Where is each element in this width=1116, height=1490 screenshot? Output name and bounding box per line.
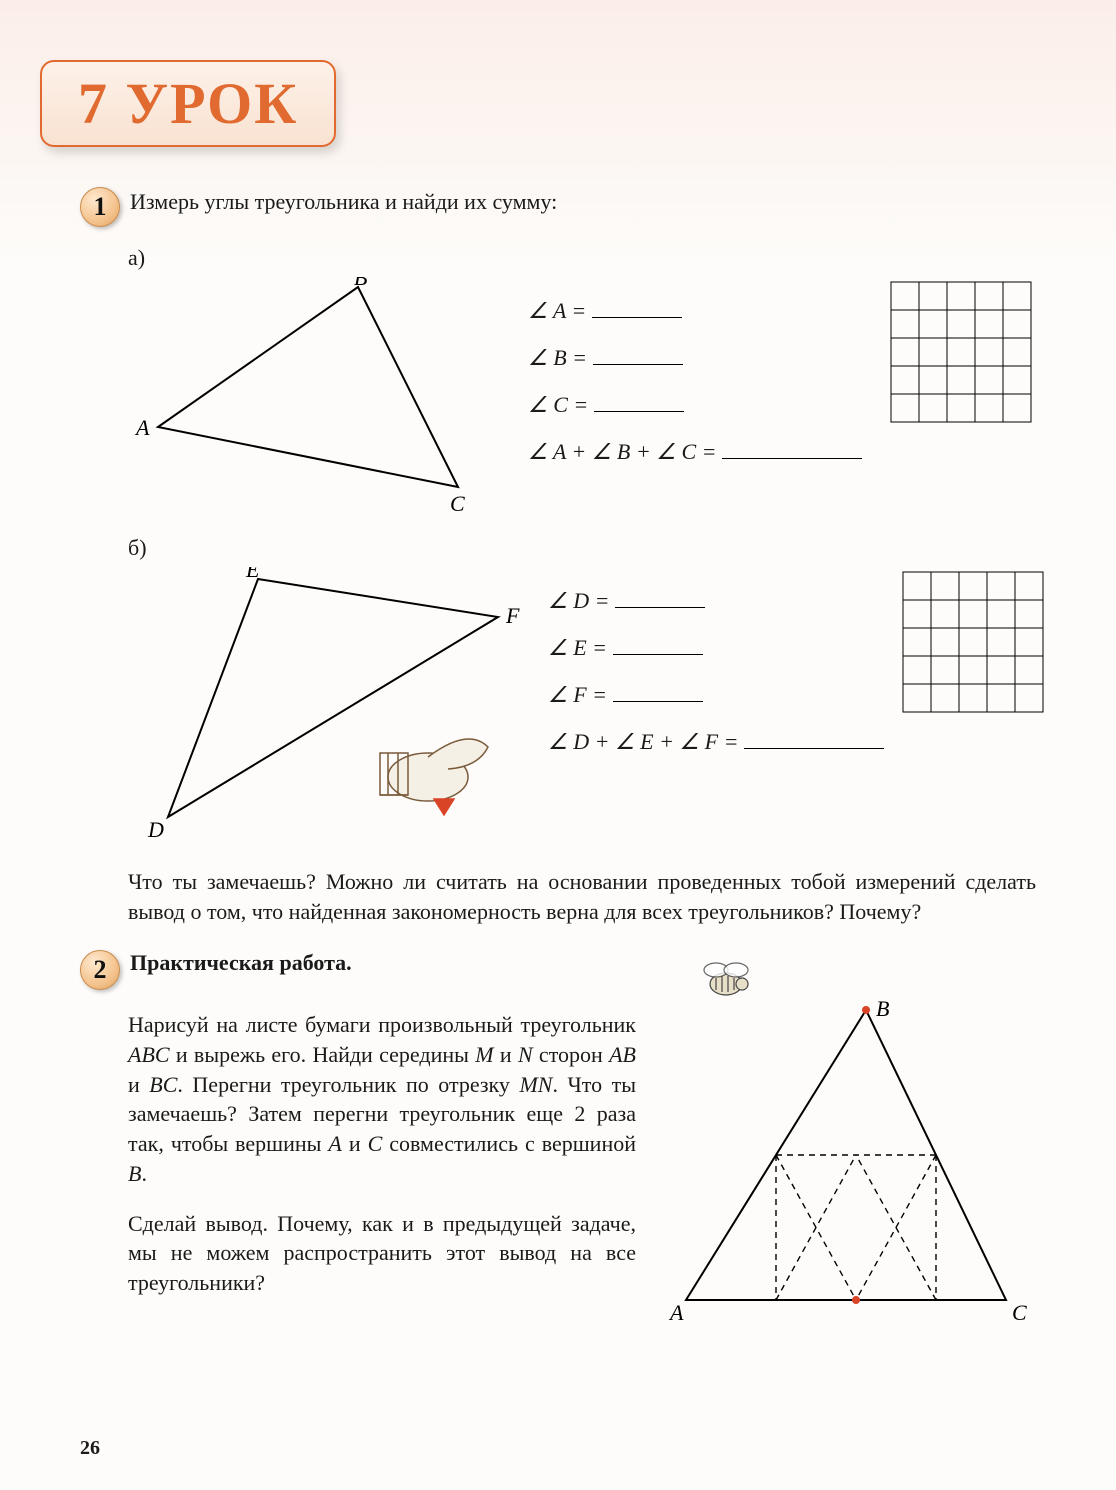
task-2-title: Практическая работа. xyxy=(130,950,352,976)
t2-p1b: и вырежь его. Найди середины xyxy=(170,1042,476,1067)
vertex-E: E xyxy=(245,567,260,582)
angle-A-label: ∠ A = xyxy=(528,298,586,323)
t2-m: M xyxy=(475,1042,493,1067)
task-1a-label: а) xyxy=(128,245,1036,271)
t2-mn: MN xyxy=(519,1072,552,1097)
angle-F-blank[interactable] xyxy=(613,679,703,702)
t2-abc: ABC xyxy=(128,1042,170,1067)
t2-and1: и xyxy=(494,1042,518,1067)
vertex-F: F xyxy=(505,603,520,628)
task-2-p2: Сделай вывод. Почему, как и в предыдущей… xyxy=(128,1209,636,1298)
task-2-p1: Нарисуй на листе бумаги произвольный тре… xyxy=(128,1010,636,1188)
triangle-def: D E F xyxy=(128,567,528,847)
t2-and2: и xyxy=(128,1072,149,1097)
task-1a-block: A B C ∠ A = ∠ B = ∠ C = ∠ A + ∠ B + ∠ C … xyxy=(128,277,1036,517)
task-2-badge: 2 xyxy=(80,950,120,990)
vertex-C: C xyxy=(450,491,465,516)
angle-C-blank[interactable] xyxy=(594,389,684,412)
t2-ab: AB xyxy=(609,1042,636,1067)
page-number: 26 xyxy=(80,1437,100,1460)
triangle-fold-diagram: A B C xyxy=(666,1000,1036,1330)
t2-p1g: . xyxy=(141,1161,147,1186)
angle-B-label: ∠ B = xyxy=(528,345,587,370)
task-2: 2 Практическая работа. xyxy=(80,950,636,990)
vertex-A: A xyxy=(134,415,150,440)
task-1a-answers: ∠ A = ∠ B = ∠ C = ∠ A + ∠ B + ∠ C = xyxy=(508,277,872,483)
grid-a[interactable] xyxy=(886,277,1036,427)
t2-p1d: . Перегни треугольник по отрезку xyxy=(177,1072,519,1097)
mascot-icon xyxy=(380,739,488,815)
angle-sum-b-label: ∠ D + ∠ E + ∠ F = xyxy=(548,729,738,754)
lesson-title: 7 УРОК xyxy=(78,71,298,136)
angle-D-blank[interactable] xyxy=(615,585,705,608)
fold-vertex-A: A xyxy=(668,1300,684,1325)
vertex-B: B xyxy=(354,277,367,290)
task-1b-label: б) xyxy=(128,535,1036,561)
angle-E-label: ∠ E = xyxy=(548,635,607,660)
t2-n: N xyxy=(518,1042,533,1067)
t2-p1f: совместились с вершиной xyxy=(382,1131,636,1156)
task-1-question: Что ты замечаешь? Можно ли считать на ос… xyxy=(128,867,1036,926)
t2-a: A xyxy=(328,1131,341,1156)
task-1-badge: 1 xyxy=(80,187,120,227)
task-1: 1 Измерь углы треугольника и найди их су… xyxy=(80,187,1036,227)
lesson-header: 7 УРОК xyxy=(40,60,336,147)
angle-sum-b-blank[interactable] xyxy=(744,726,884,749)
triangle-abc: A B C xyxy=(128,277,508,517)
t2-c: C xyxy=(368,1131,383,1156)
fold-vertex-C: C xyxy=(1012,1300,1027,1325)
angle-D-label: ∠ D = xyxy=(548,588,609,613)
t2-b: B xyxy=(128,1161,141,1186)
angle-C-label: ∠ C = xyxy=(528,392,588,417)
fold-vertex-B: B xyxy=(876,1000,889,1021)
angle-sum-a-blank[interactable] xyxy=(722,436,862,459)
task-1b-answers: ∠ D = ∠ E = ∠ F = ∠ D + ∠ E + ∠ F = xyxy=(528,567,884,773)
t2-p1a: Нарисуй на листе бумаги произвольный тре… xyxy=(128,1012,636,1037)
vertex-D: D xyxy=(147,817,164,842)
task-1-prompt: Измерь углы треугольника и найди их сумм… xyxy=(130,187,557,217)
angle-sum-a-label: ∠ A + ∠ B + ∠ C = xyxy=(528,439,716,464)
task-1b-block: D E F ∠ D = ∠ E = ∠ F = ∠ D + ∠ E + ∠ F … xyxy=(128,567,1036,847)
t2-p1c: сторон xyxy=(533,1042,609,1067)
t2-and3: и xyxy=(342,1131,368,1156)
t2-bc: BC xyxy=(149,1072,177,1097)
grid-b[interactable] xyxy=(898,567,1048,717)
angle-F-label: ∠ F = xyxy=(548,682,607,707)
angle-B-blank[interactable] xyxy=(593,342,683,365)
angle-A-blank[interactable] xyxy=(592,295,682,318)
angle-E-blank[interactable] xyxy=(613,632,703,655)
